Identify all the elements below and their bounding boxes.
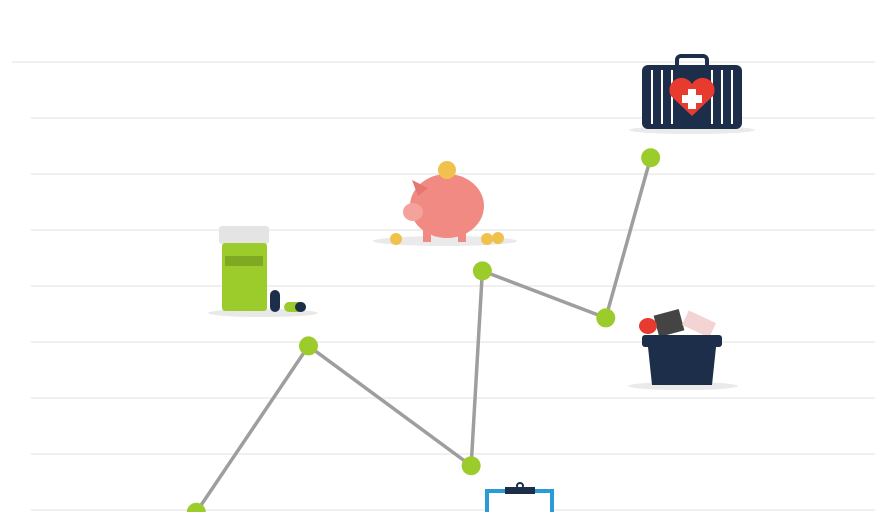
point bbox=[641, 148, 660, 167]
point bbox=[462, 456, 481, 475]
clipboard-icon bbox=[487, 483, 552, 512]
point bbox=[299, 336, 318, 355]
pill-bottle-icon bbox=[208, 226, 318, 317]
basket-icon bbox=[628, 309, 738, 390]
chart bbox=[0, 0, 875, 512]
medical-case-icon bbox=[629, 56, 755, 134]
point bbox=[473, 261, 492, 280]
point bbox=[596, 308, 615, 327]
